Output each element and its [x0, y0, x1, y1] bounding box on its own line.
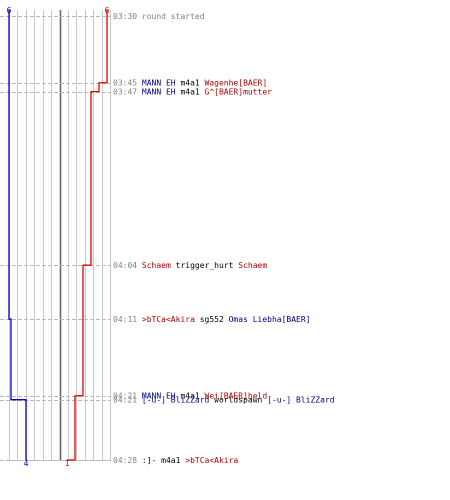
- event-row: 04:21 MANN EH m4a1 Wei[BAER]held: [113, 392, 267, 401]
- red-end-count: 1: [65, 459, 70, 468]
- blue-team-line: [8, 10, 27, 460]
- event-player: Schaem: [142, 261, 171, 270]
- event-weapon: m4a1: [176, 88, 205, 97]
- event-row: 03:47 MANN EH m4a1 G^[BAER]mutter: [113, 88, 272, 97]
- event-row: 03:45 MANN EH m4a1 Wagenhe[BAER]: [113, 79, 267, 88]
- event-weapon: sg552: [195, 315, 229, 324]
- chart-grid: [9, 10, 111, 461]
- event-weapon: trigger_hurt: [171, 261, 238, 270]
- event-player: round started: [142, 12, 205, 21]
- event-player: MANN EH: [142, 88, 176, 97]
- event-weapon: m4a1: [176, 79, 205, 88]
- event-player: Wagenhe[BAER]: [205, 79, 268, 88]
- event-time: 04:04: [113, 261, 142, 270]
- event-player: G^[BAER]mutter: [205, 88, 273, 97]
- event-player: :]-: [142, 456, 156, 465]
- event-player: >bTCa<Akira: [185, 456, 238, 465]
- event-time: 04:21: [113, 396, 142, 405]
- event-time: 04:28: [113, 456, 142, 465]
- event-player: [-u-] BliZZard: [142, 396, 210, 405]
- event-row: 04:21 [-u-] BliZZard worldspawn [-u-] Bl…: [113, 396, 335, 405]
- event-time: 04:11: [113, 315, 142, 324]
- team-lines: [8, 10, 108, 461]
- event-weapon: m4a1: [176, 392, 205, 401]
- event-player: Schaem: [238, 261, 267, 270]
- event-player: Omas Liebha[BAER]: [229, 315, 311, 324]
- event-player: MANN EH: [142, 79, 176, 88]
- event-weapon: worldspawn: [209, 396, 267, 405]
- event-player: >bTCa<Akira: [142, 315, 195, 324]
- event-guide-lines: [0, 16, 111, 461]
- event-time: 04:21: [113, 392, 142, 401]
- red-start-count: 6: [105, 6, 110, 15]
- blue-end-count: 4: [24, 459, 29, 468]
- event-row: 04:28 :]- m4a1 >bTCa<Akira: [113, 456, 238, 465]
- event-player: MANN EH: [142, 392, 176, 401]
- event-time: 03:30: [113, 12, 142, 21]
- event-row: 04:11 >bTCa<Akira sg552 Omas Liebha[BAER…: [113, 315, 311, 324]
- event-row: 04:04 Schaem trigger_hurt Schaem: [113, 261, 267, 270]
- event-log: 03:30 round started 03:45 MANN EH m4a1 Wa…: [113, 12, 335, 465]
- event-time: 03:45: [113, 79, 142, 88]
- blue-start-count: 6: [7, 6, 12, 15]
- event-row: 03:30 round started: [113, 12, 205, 21]
- event-player: [-u-] BliZZard: [267, 396, 335, 405]
- event-weapon: m4a1: [156, 456, 185, 465]
- event-player: Wei[BAER]held: [205, 392, 268, 401]
- team-count-labels: 6 6 4 1: [7, 6, 110, 468]
- red-team-line: [67, 10, 108, 461]
- event-time: 03:47: [113, 88, 142, 97]
